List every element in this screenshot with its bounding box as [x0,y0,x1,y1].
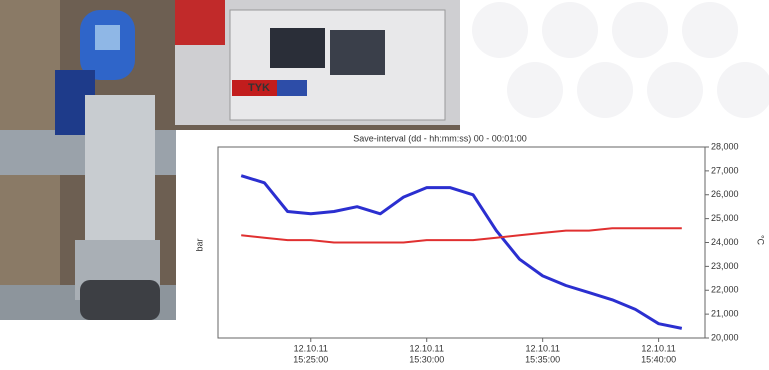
screenshot: TYK Save-interval (dd - hh:mm:ss) 00 - 0… [0,0,769,365]
page: {"photo": {"label": "TYK"}, "chart_data"… [0,0,769,365]
x-tick-date: 12.10.11 [294,343,328,353]
x-tick-date: 12.10.11 [525,343,559,353]
y-tick-label: 21,000 [711,309,739,319]
y-tick-label: 28,000 [711,141,739,151]
y-axis-label: bar [194,238,204,251]
x-tick-label: 15:25:00 [293,354,328,364]
x-tick-label: 15:40:00 [641,354,676,364]
chart-title: Save-interval (dd - hh:mm:ss) 00 - 00:01… [353,133,527,143]
y-tick-label: 23,000 [711,261,739,271]
y-tick-label: 24,000 [711,237,739,247]
y-tick-label: 27,000 [711,165,739,175]
y-axis-label-right: °C [756,235,766,246]
background-pattern [472,2,769,118]
y-tick-label: 25,000 [711,213,739,223]
x-tick-date: 12.10.11 [641,343,675,353]
y-tick-label: 26,000 [711,189,739,199]
x-tick-label: 15:30:00 [409,354,444,364]
photo-label: TYK [248,82,270,94]
x-tick-date: 12.10.11 [410,343,444,353]
y-tick-label: 20,000 [711,332,739,342]
x-tick-label: 15:35:00 [525,354,560,364]
y-tick-label: 22,000 [711,285,739,295]
